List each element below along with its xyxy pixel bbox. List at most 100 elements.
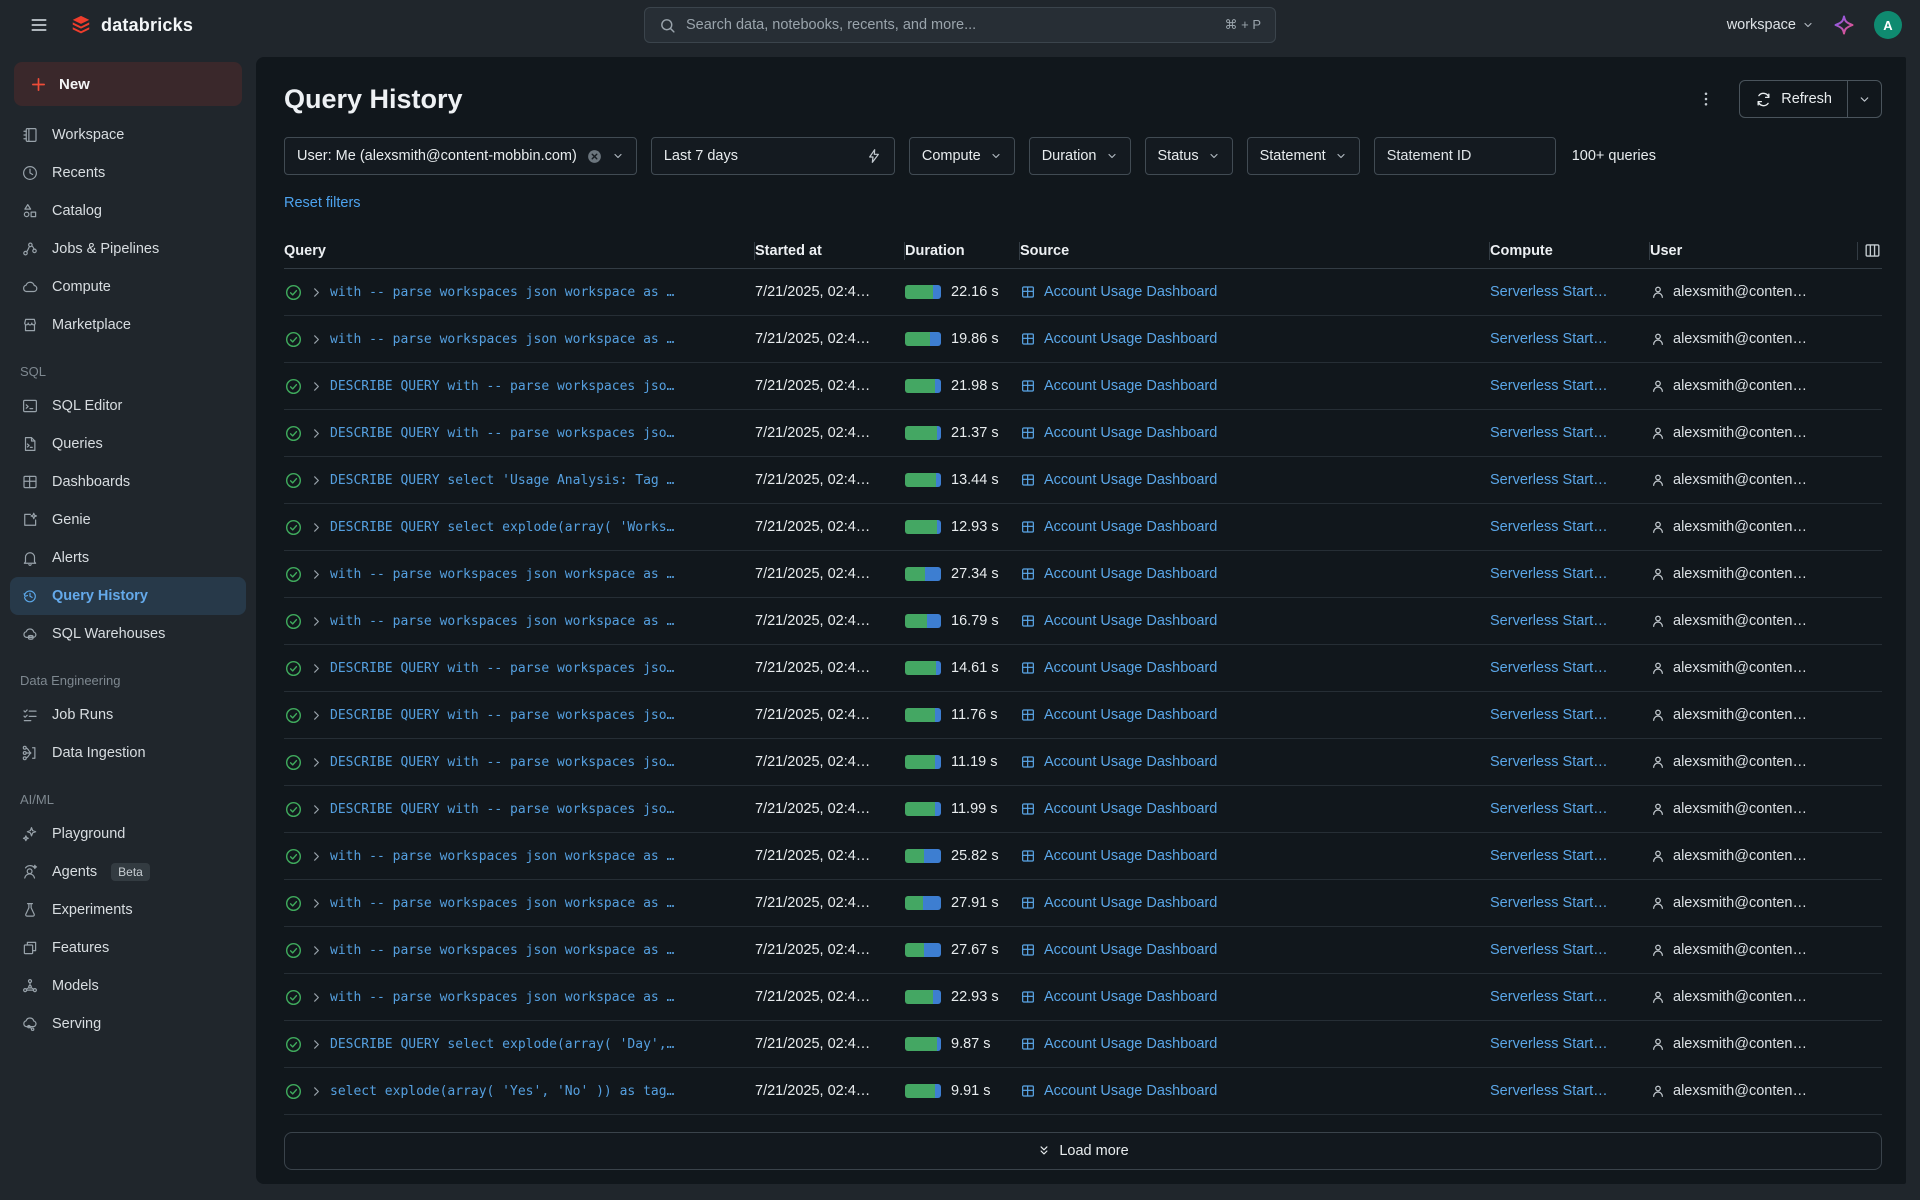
source-link[interactable]: Account Usage Dashboard [1020, 472, 1490, 488]
sidebar-item-recents[interactable]: Recents [10, 154, 246, 192]
sidebar-item-catalog[interactable]: Catalog [10, 192, 246, 230]
sidebar-item-queries[interactable]: Queries [10, 425, 246, 463]
source-link[interactable]: Account Usage Dashboard [1020, 378, 1490, 394]
expand-row-icon[interactable] [311, 851, 322, 862]
statement-filter-chip[interactable]: Statement [1247, 137, 1360, 175]
expand-row-icon[interactable] [311, 334, 322, 345]
source-link[interactable]: Account Usage Dashboard [1020, 284, 1490, 300]
compute-link[interactable]: Serverless Start… [1490, 1083, 1650, 1099]
sidebar-item-agents[interactable]: AgentsBeta [10, 853, 246, 891]
source-link[interactable]: Account Usage Dashboard [1020, 848, 1490, 864]
table-row[interactable]: with -- parse workspaces json workspace … [284, 833, 1882, 880]
table-row[interactable]: DESCRIBE QUERY with -- parse workspaces … [284, 363, 1882, 410]
query-text-link[interactable]: select explode(array( 'Yes', 'No' )) as … [330, 1084, 674, 1099]
source-link[interactable]: Account Usage Dashboard [1020, 519, 1490, 535]
column-header-query[interactable]: Query [284, 243, 755, 259]
sidebar-item-data-ingestion[interactable]: Data Ingestion [10, 734, 246, 772]
source-link[interactable]: Account Usage Dashboard [1020, 660, 1490, 676]
expand-row-icon[interactable] [311, 663, 322, 674]
source-link[interactable]: Account Usage Dashboard [1020, 895, 1490, 911]
sidebar-item-compute[interactable]: Compute [10, 268, 246, 306]
workspace-switcher[interactable]: workspace [1727, 17, 1814, 33]
compute-link[interactable]: Serverless Start… [1490, 707, 1650, 723]
table-row[interactable]: with -- parse workspaces json workspace … [284, 316, 1882, 363]
sidebar-item-query-history[interactable]: Query History [10, 577, 246, 615]
compute-link[interactable]: Serverless Start… [1490, 284, 1650, 300]
global-search-input[interactable]: Search data, notebooks, recents, and mor… [644, 7, 1276, 43]
user-filter-chip[interactable]: User: Me (alexsmith@content-mobbin.com) [284, 137, 637, 175]
source-link[interactable]: Account Usage Dashboard [1020, 613, 1490, 629]
sidebar-item-sql-editor[interactable]: SQL Editor [10, 387, 246, 425]
expand-row-icon[interactable] [311, 616, 322, 627]
expand-row-icon[interactable] [311, 898, 322, 909]
new-button[interactable]: New [14, 62, 242, 106]
query-text-link[interactable]: with -- parse workspaces json workspace … [330, 614, 674, 629]
expand-row-icon[interactable] [311, 428, 322, 439]
query-text-link[interactable]: DESCRIBE QUERY with -- parse workspaces … [330, 755, 674, 770]
sidebar-item-experiments[interactable]: Experiments [10, 891, 246, 929]
refresh-dropdown-button[interactable] [1847, 81, 1881, 117]
query-text-link[interactable]: with -- parse workspaces json workspace … [330, 943, 674, 958]
reset-filters-link[interactable]: Reset filters [284, 195, 361, 211]
table-row[interactable]: DESCRIBE QUERY select explode(array( 'Wo… [284, 504, 1882, 551]
sidebar-item-job-runs[interactable]: Job Runs [10, 696, 246, 734]
sidebar-item-alerts[interactable]: Alerts [10, 539, 246, 577]
status-filter-chip[interactable]: Status [1145, 137, 1233, 175]
table-row[interactable]: select explode(array( 'Yes', 'No' )) as … [284, 1068, 1882, 1115]
hamburger-menu-icon[interactable] [22, 8, 56, 42]
column-header-compute[interactable]: Compute [1490, 243, 1650, 259]
compute-filter-chip[interactable]: Compute [909, 137, 1015, 175]
query-text-link[interactable]: with -- parse workspaces json workspace … [330, 567, 674, 582]
column-header-user[interactable]: User [1650, 243, 1858, 259]
query-text-link[interactable]: with -- parse workspaces json workspace … [330, 332, 674, 347]
expand-row-icon[interactable] [311, 475, 322, 486]
query-text-link[interactable]: DESCRIBE QUERY with -- parse workspaces … [330, 426, 674, 441]
table-row[interactable]: DESCRIBE QUERY with -- parse workspaces … [284, 692, 1882, 739]
query-text-link[interactable]: DESCRIBE QUERY with -- parse workspaces … [330, 379, 674, 394]
table-row[interactable]: with -- parse workspaces json workspace … [284, 974, 1882, 1021]
query-text-link[interactable]: DESCRIBE QUERY select explode(array( 'Wo… [330, 520, 674, 535]
source-link[interactable]: Account Usage Dashboard [1020, 1083, 1490, 1099]
compute-link[interactable]: Serverless Start… [1490, 331, 1650, 347]
sidebar-item-serving[interactable]: Serving [10, 1005, 246, 1043]
source-link[interactable]: Account Usage Dashboard [1020, 1036, 1490, 1052]
query-text-link[interactable]: with -- parse workspaces json workspace … [330, 896, 674, 911]
table-row[interactable]: with -- parse workspaces json workspace … [284, 551, 1882, 598]
query-text-link[interactable]: DESCRIBE QUERY with -- parse workspaces … [330, 802, 674, 817]
query-text-link[interactable]: with -- parse workspaces json workspace … [330, 849, 674, 864]
expand-row-icon[interactable] [311, 1086, 322, 1097]
compute-link[interactable]: Serverless Start… [1490, 1036, 1650, 1052]
compute-link[interactable]: Serverless Start… [1490, 566, 1650, 582]
query-text-link[interactable]: DESCRIBE QUERY select explode(array( 'Da… [330, 1037, 674, 1052]
expand-row-icon[interactable] [311, 757, 322, 768]
statement-id-input[interactable] [1387, 148, 1543, 164]
table-row[interactable]: DESCRIBE QUERY with -- parse workspaces … [284, 786, 1882, 833]
source-link[interactable]: Account Usage Dashboard [1020, 801, 1490, 817]
expand-row-icon[interactable] [311, 569, 322, 580]
source-link[interactable]: Account Usage Dashboard [1020, 942, 1490, 958]
sidebar-item-playground[interactable]: Playground [10, 815, 246, 853]
sidebar-item-sql-warehouses[interactable]: SQL Warehouses [10, 615, 246, 653]
sidebar-item-genie[interactable]: Genie [10, 501, 246, 539]
source-link[interactable]: Account Usage Dashboard [1020, 989, 1490, 1005]
table-row[interactable]: with -- parse workspaces json workspace … [284, 927, 1882, 974]
query-text-link[interactable]: with -- parse workspaces json workspace … [330, 285, 674, 300]
source-link[interactable]: Account Usage Dashboard [1020, 331, 1490, 347]
compute-link[interactable]: Serverless Start… [1490, 754, 1650, 770]
refresh-button[interactable]: Refresh [1740, 81, 1847, 117]
source-link[interactable]: Account Usage Dashboard [1020, 425, 1490, 441]
expand-row-icon[interactable] [311, 522, 322, 533]
duration-filter-chip[interactable]: Duration [1029, 137, 1131, 175]
compute-link[interactable]: Serverless Start… [1490, 660, 1650, 676]
table-row[interactable]: with -- parse workspaces json workspace … [284, 269, 1882, 316]
compute-link[interactable]: Serverless Start… [1490, 378, 1650, 394]
compute-link[interactable]: Serverless Start… [1490, 989, 1650, 1005]
column-header-started-at[interactable]: Started at [755, 243, 905, 259]
expand-row-icon[interactable] [311, 804, 322, 815]
column-header-source[interactable]: Source [1020, 243, 1490, 259]
expand-row-icon[interactable] [311, 992, 322, 1003]
compute-link[interactable]: Serverless Start… [1490, 425, 1650, 441]
table-row[interactable]: with -- parse workspaces json workspace … [284, 880, 1882, 927]
sidebar-item-models[interactable]: Models [10, 967, 246, 1005]
compute-link[interactable]: Serverless Start… [1490, 613, 1650, 629]
